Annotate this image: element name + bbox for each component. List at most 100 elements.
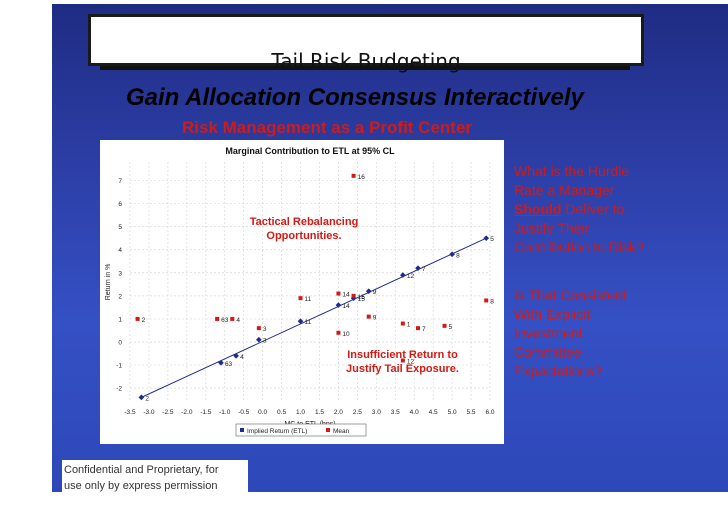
mean-point [230, 316, 235, 321]
implied-point-label: 8 [456, 252, 460, 259]
implied-return-point [297, 318, 304, 325]
y-tick-label: 1 [118, 316, 122, 323]
implied-point-label: 3 [263, 338, 267, 345]
mean-point [351, 293, 356, 298]
mean-point-label: 1 [407, 322, 411, 329]
mean-point [336, 291, 341, 296]
legend-label-mean: Mean [333, 428, 350, 435]
y-axis-title: Return in % [105, 264, 112, 301]
legend-swatch-mean [326, 428, 330, 432]
mean-point [256, 326, 261, 331]
mean-point-label: 11 [305, 296, 312, 303]
mean-point-label: 4 [236, 317, 240, 324]
implied-point-label: 7 [422, 266, 426, 273]
should-emphasis: Should [514, 201, 562, 217]
mean-point-label: 7 [422, 326, 426, 333]
mean-point-label: 63 [221, 317, 229, 324]
implied-return-line [141, 237, 487, 398]
callout-tactical-line-2: Opportunities. [266, 230, 342, 242]
hurdle-line-3: Should Deliver to [514, 201, 625, 217]
y-tick-label: 3 [118, 270, 122, 277]
mean-point-label: 12 [407, 358, 415, 365]
x-tick-label: 2.0 [334, 409, 343, 416]
legend-box [235, 423, 367, 437]
y-tick-label: 5 [118, 224, 122, 231]
mean-point [366, 314, 371, 319]
hurdle-line-4: Justify Their [514, 220, 590, 236]
implied-return-point [256, 336, 262, 343]
mean-point-label: 14 [342, 292, 350, 299]
mean-point-label: 5 [449, 324, 453, 331]
mean-point [400, 358, 405, 363]
x-tick-label: -0.5 [238, 409, 250, 416]
footer-disclaimer: Confidential and Proprietary, for use on… [62, 460, 248, 494]
mean-point [416, 326, 420, 331]
x-tick-label: 2.5 [353, 409, 362, 416]
mean-point-label: 2 [142, 317, 146, 324]
x-tick-label: 0.0 [258, 409, 267, 416]
y-tick-label: 4 [118, 247, 122, 254]
legend-swatch-implied [240, 428, 244, 432]
slide-subtitle: Gain Allocation Consensus Interactively [126, 84, 584, 111]
callout-insufficient-line-1: Insufficient Return to [347, 349, 458, 361]
chart-title: Marginal Contribution to ETL at 95% CL [225, 146, 395, 156]
mean-point [298, 296, 303, 301]
implied-point-label: 15 [358, 296, 366, 303]
callout-tactical-line-1: Tactical Rebalancing [249, 216, 359, 228]
x-tick-label: -1.5 [200, 409, 212, 416]
footer-line-2: use only by express permission [64, 480, 218, 492]
implied-return-point [400, 272, 406, 278]
x-tick-label: -2.0 [181, 409, 193, 416]
y-tick-label: 0 [118, 340, 122, 347]
side-question-consistency: Is That Consistent With Explicit Investm… [514, 286, 664, 381]
title-underline [100, 66, 630, 70]
y-tick-label: 7 [118, 178, 122, 185]
implied-point-label: 5 [490, 236, 494, 243]
mean-point [215, 316, 220, 321]
hurdle-line-5: Contribution to Risk? [514, 239, 644, 255]
implied-point-label: 11 [305, 319, 312, 326]
legend-label-implied: Implied Return (ETL) [247, 428, 307, 435]
footer-line-1: Confidential and Proprietary, for [64, 464, 219, 476]
callout-insufficient-return: Insufficient Return to Justify Tail Expo… [330, 348, 475, 376]
x-tick-label: 6.0 [485, 409, 494, 416]
callout-tactical-rebalancing: Tactical Rebalancing Opportunities. [234, 215, 374, 243]
slide-subtitle-secondary: Risk Management as a Profit Center [182, 118, 473, 137]
hurdle-line-1: What is the Hurdle [514, 163, 630, 179]
x-tick-label: -2.5 [162, 409, 174, 416]
x-tick-label: 5.0 [448, 409, 457, 416]
mean-point-label: 16 [358, 174, 366, 181]
x-tick-label: 1.5 [315, 409, 324, 416]
mean-point [484, 298, 489, 303]
x-tick-label: 1.0 [296, 409, 305, 416]
implied-point-label: 63 [225, 361, 233, 368]
mean-point-label: 3 [263, 326, 267, 333]
mean-point-label: 15 [358, 294, 366, 301]
x-tick-label: -3.5 [124, 409, 136, 416]
side-question-hurdle: What is the Hurdle Rate a Manager Should… [514, 162, 664, 257]
implied-point-label: 14 [342, 303, 350, 310]
chart-panel: Marginal Contribution to ETL at 95% CL -3… [100, 140, 504, 444]
callout-insufficient-line-2: Justify Tail Exposure. [346, 363, 459, 375]
scatter-chart: Marginal Contribution to ETL at 95% CL -3… [105, 146, 495, 437]
hurdle-line-2: Rate a Manager [514, 182, 615, 198]
y-tick-label: 2 [118, 293, 122, 300]
x-tick-label: 5.5 [467, 409, 476, 416]
mean-point [135, 316, 140, 321]
implied-return-point [365, 288, 372, 295]
mean-point [400, 321, 405, 326]
implied-return-point [335, 302, 342, 308]
y-tick-label: 6 [118, 201, 122, 208]
implied-return-point [218, 359, 224, 366]
title-box: Tail Risk Budgeting [88, 14, 644, 73]
implied-return-point [483, 235, 490, 241]
mean-point-label: 10 [342, 331, 350, 338]
consistency-line-5: Expectations? [514, 363, 602, 379]
mean-point [442, 323, 447, 328]
consistency-line-3: Investment [514, 325, 583, 341]
implied-return-point [138, 394, 145, 401]
mean-point [351, 173, 356, 178]
y-tick-label: -1 [116, 363, 122, 370]
x-tick-label: -1.0 [219, 409, 231, 416]
implied-point-label: 2 [145, 395, 149, 402]
